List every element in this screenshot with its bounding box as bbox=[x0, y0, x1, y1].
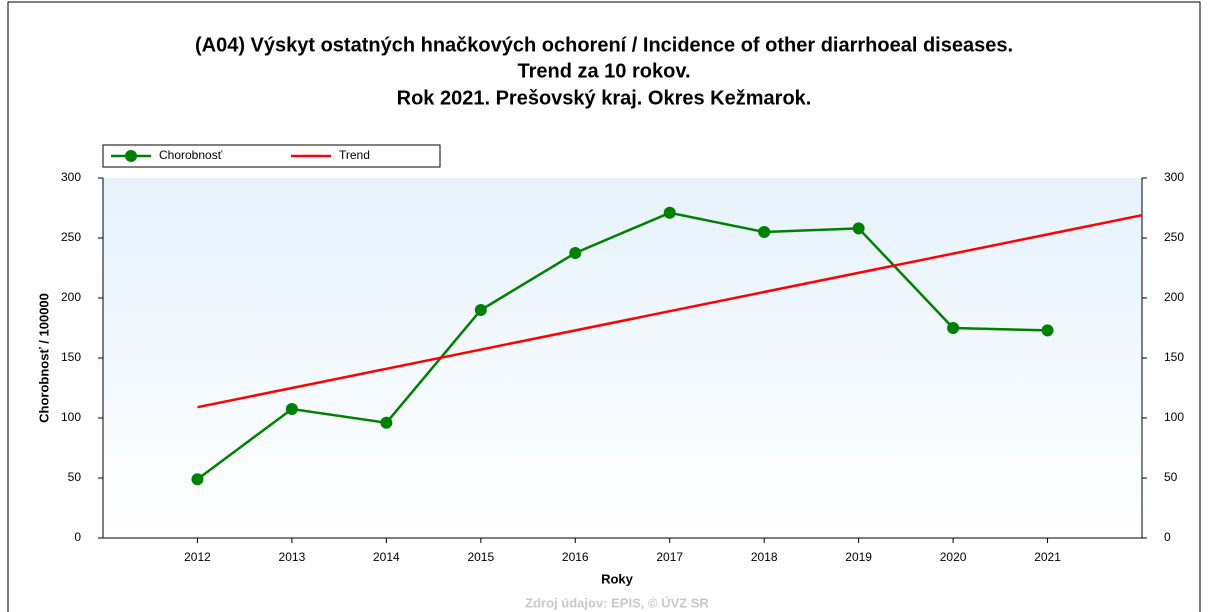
y2-tick-label: 150 bbox=[1164, 350, 1184, 364]
point bbox=[947, 322, 960, 334]
y-tick-label: 50 bbox=[68, 470, 82, 484]
series-line bbox=[196, 211, 1048, 481]
y-tick-label: 100 bbox=[61, 410, 81, 424]
point bbox=[663, 206, 676, 219]
x-axis-label: Roky bbox=[601, 571, 634, 586]
x-tick-label: 2021 bbox=[1034, 550, 1061, 564]
legend-label: Chorobnosť bbox=[159, 148, 223, 162]
point bbox=[569, 247, 582, 259]
point bbox=[191, 473, 204, 486]
y2-tick-label: 100 bbox=[1164, 410, 1184, 424]
x-tick-label: 2012 bbox=[184, 550, 211, 564]
x-tick-label: 2016 bbox=[562, 550, 589, 564]
y-tick-label: 250 bbox=[61, 230, 81, 244]
point bbox=[758, 226, 771, 238]
y-tick-label: 300 bbox=[61, 170, 81, 184]
series-line bbox=[197, 213, 1143, 409]
point bbox=[852, 222, 865, 235]
x-tick-label: 2015 bbox=[467, 550, 494, 564]
legend-box bbox=[102, 144, 441, 168]
y-axis-label: Chorobnosť / 100000 bbox=[36, 293, 51, 423]
y2-tick-label: 250 bbox=[1164, 230, 1184, 244]
x-tick-label: 2013 bbox=[279, 550, 306, 564]
y-tick-label: 0 bbox=[74, 530, 81, 544]
point bbox=[1041, 324, 1054, 337]
point bbox=[285, 403, 298, 415]
x-tick-label: 2017 bbox=[656, 550, 683, 564]
y-tick-label: 150 bbox=[61, 350, 81, 364]
plot-area bbox=[103, 178, 1142, 538]
chart-title: (A04) Výskyt ostatných hnačkových ochore… bbox=[195, 34, 1013, 56]
legend-label: Trend bbox=[339, 148, 370, 162]
y2-tick-label: 0 bbox=[1164, 530, 1171, 544]
x-tick-label: 2014 bbox=[373, 550, 400, 564]
point bbox=[380, 416, 393, 429]
y2-tick-label: 50 bbox=[1164, 470, 1178, 484]
x-tick-label: 2018 bbox=[751, 550, 778, 564]
y-tick-label: 200 bbox=[61, 290, 81, 304]
y2-tick-label: 200 bbox=[1164, 290, 1184, 304]
chart-title: Rok 2021. Prešovský kraj. Okres Kežmarok… bbox=[397, 87, 812, 109]
x-tick-label: 2020 bbox=[940, 550, 967, 564]
source: Zdroj údajov: EPIS, © ÚVZ SR bbox=[525, 595, 709, 610]
legend-marker bbox=[125, 150, 137, 162]
chart-title: Trend za 10 rokov. bbox=[517, 60, 690, 82]
point bbox=[474, 304, 487, 316]
y2-tick-label: 300 bbox=[1164, 170, 1184, 184]
x-tick-label: 2019 bbox=[845, 550, 872, 564]
